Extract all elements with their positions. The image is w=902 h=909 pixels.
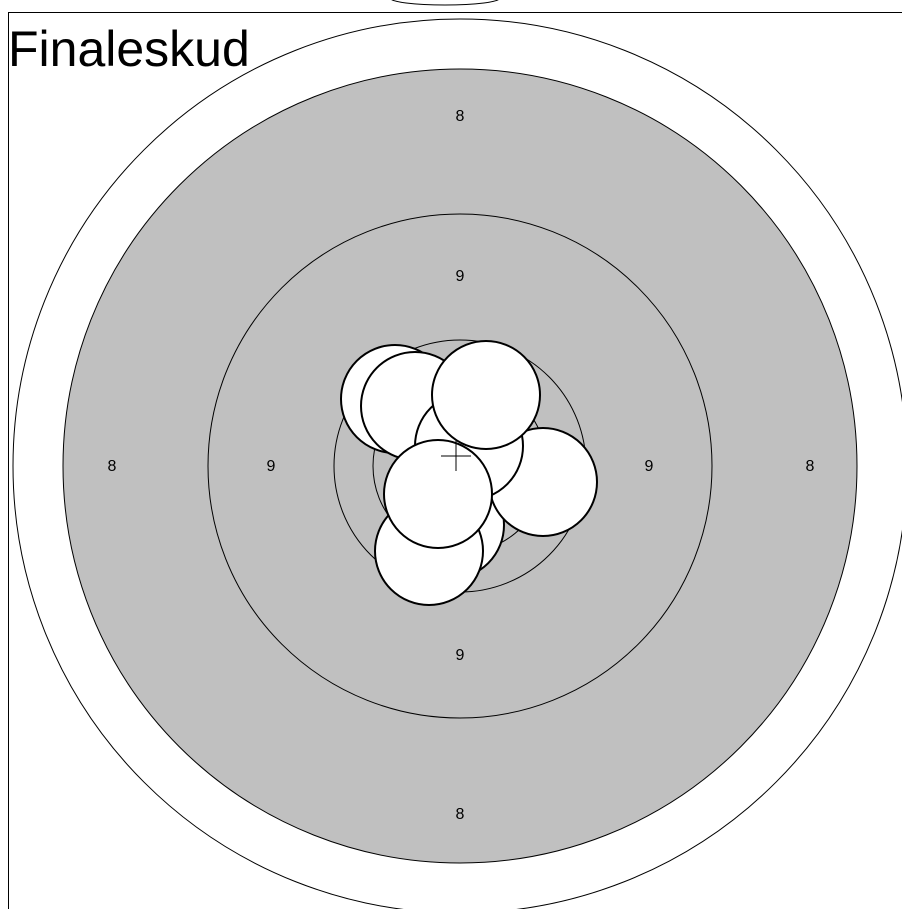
title: Finaleskud xyxy=(8,21,250,77)
ring-label: 9 xyxy=(456,647,465,664)
top-ellipse xyxy=(391,0,499,6)
shot xyxy=(431,340,541,450)
shot xyxy=(383,439,493,549)
ring-label: 9 xyxy=(645,458,654,475)
ring-9 xyxy=(207,213,713,719)
ring-label: 9 xyxy=(267,458,276,475)
ring-label: 8 xyxy=(806,458,815,475)
ring-label: 8 xyxy=(456,108,465,125)
ring-label: 9 xyxy=(456,268,465,285)
ring-label: 8 xyxy=(456,806,465,823)
ring-label: 8 xyxy=(108,458,117,475)
